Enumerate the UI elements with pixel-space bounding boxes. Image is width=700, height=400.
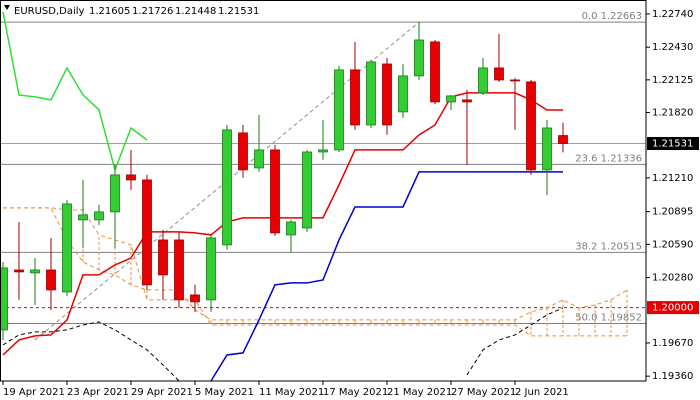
fib-level-label: 0.0 1.22663 [582,11,642,22]
candle-body [30,269,40,274]
candle-body [558,135,568,144]
candle-body [14,269,24,273]
header-close: 1.21531 [218,6,259,17]
candle-body [398,75,408,113]
candle-body [526,81,536,171]
candle-body [142,179,152,286]
overlay-line [2,307,564,381]
candle-body [190,294,200,303]
y-tick-label: 1.20590 [652,239,693,250]
alert-level-box [647,301,699,315]
price-label: 1.21531 [652,139,693,150]
chart-title: EURUSD,Daily [14,6,85,17]
candle-body [318,149,328,153]
x-tick-label: 19 Apr 2021 [3,387,65,398]
x-tick-label: 27 May 2021 [451,387,516,398]
candle-body [414,39,424,77]
candle-body [238,132,248,171]
candle-body [286,221,296,236]
candle-body [494,67,504,81]
candle-body [94,211,104,221]
overlay-line [210,171,563,381]
header-icon [4,5,10,10]
x-tick-label: 5 May 2021 [195,387,254,398]
candle-body [110,174,120,213]
y-tick-label: 1.22740 [652,9,693,20]
candle-body [478,67,488,94]
x-tick-label: 23 Apr 2021 [67,387,129,398]
candle-body [350,69,360,126]
overlay-line [2,92,563,356]
candle-body [302,151,312,229]
plot-area: 0.0 1.22663 23.6 1.21336 38.2 1.20515 50.0 … [0,11,646,381]
candle-body [462,99,472,103]
y-tick-label: 1.21820 [652,108,693,119]
candle-body [510,79,520,82]
candle-body [78,214,88,221]
candle-body [46,269,56,291]
candle-body [542,127,552,171]
x-tick-label: 21 May 2021 [387,387,452,398]
y-tick-label: 1.19670 [652,338,693,349]
candle-body [270,149,280,234]
header-high: 1.21726 [132,6,173,17]
overlay-line [2,11,148,173]
candle-body [0,267,8,331]
header-open: 1.21605 [89,6,130,17]
candle-body [126,174,136,181]
candle-body [430,41,440,103]
candle-body [366,61,376,126]
header-low: 1.21448 [175,6,216,17]
fib-level-label: 38.2 1.20515 [575,241,642,252]
y-tick-label: 1.20280 [652,273,693,284]
y-tick-label: 1.20895 [652,207,693,218]
candle-body [158,239,168,276]
y-tick-label: 1.21210 [652,173,693,184]
candle-body [382,63,392,126]
y-tick-label: 1.22125 [652,75,693,86]
price-box [647,137,699,151]
candle-body [62,203,72,293]
candle-body [206,237,216,301]
fib-level-label: 23.6 1.21336 [575,153,642,164]
alert-level-label: 1.20000 [652,303,693,314]
x-tick-label: 11 May 2021 [259,387,324,398]
candle-body [222,129,232,246]
x-tick-label: 29 Apr 2021 [131,387,193,398]
y-tick-label: 1.19360 [652,371,693,382]
candle-body [254,149,264,169]
candle-body [174,239,184,301]
fib-level-label: 50.0 1.19852 [575,312,642,323]
x-tick-label: 17 May 2021 [323,387,388,398]
candle-body [446,95,456,103]
y-tick-label: 1.22430 [652,42,693,53]
cloud-span-a [3,207,628,321]
candle-body [334,69,344,151]
x-tick-label: 2 Jun 2021 [515,387,569,398]
